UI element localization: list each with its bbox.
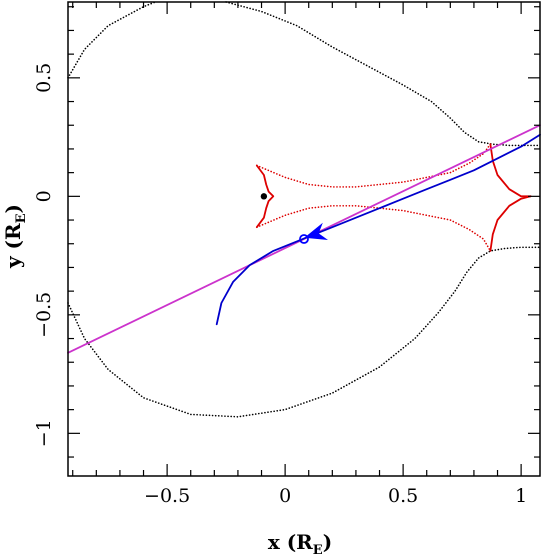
- series-line-1: [225, 1, 541, 147]
- y-axis-label: y (RE): [1, 204, 29, 269]
- lens-point-0: [260, 193, 268, 200]
- y-tick-label: 0.5: [33, 63, 55, 93]
- y-tick-label: −1: [33, 419, 55, 447]
- plot-markers: [260, 193, 328, 244]
- plot-frame: [67, 1, 541, 477]
- tick-labels: −0.5 0 0.5 1 −1 −0.5 0 0.5: [33, 63, 527, 507]
- x-tick-label: 1: [515, 485, 527, 507]
- y-tick-label: 0: [33, 190, 55, 202]
- series-line-3: [255, 164, 275, 229]
- x-tick-label: −0.5: [144, 485, 190, 507]
- plot-curves: [67, 1, 541, 418]
- x-axis-label: x (RE): [268, 530, 332, 555]
- direction-arrow: [304, 222, 328, 240]
- series-line-0: [67, 1, 157, 79]
- series-line-2: [67, 246, 541, 418]
- series-line-9: [215, 133, 541, 326]
- x-tick-label: 0: [279, 485, 291, 507]
- source-marker-1: [299, 234, 309, 244]
- y-tick-label: −0.5: [33, 292, 55, 338]
- axis-ticks: [68, 2, 540, 476]
- series-line-7: [489, 195, 532, 252]
- series-line-6: [489, 143, 532, 198]
- x-tick-label: 0.5: [388, 485, 418, 507]
